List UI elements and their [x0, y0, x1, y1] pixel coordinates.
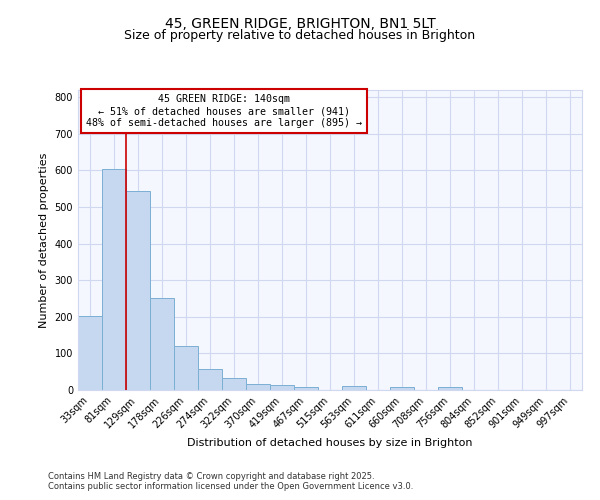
Bar	[126, 192, 150, 390]
Bar	[102, 168, 126, 390]
Bar	[342, 386, 366, 390]
Bar	[270, 385, 294, 390]
Text: 45, GREEN RIDGE, BRIGHTON, BN1 5LT: 45, GREEN RIDGE, BRIGHTON, BN1 5LT	[164, 18, 436, 32]
Bar	[222, 378, 246, 390]
Bar	[198, 369, 222, 390]
Bar	[174, 346, 198, 390]
Text: Contains public sector information licensed under the Open Government Licence v3: Contains public sector information licen…	[48, 482, 413, 491]
Bar	[294, 386, 318, 390]
Bar	[78, 316, 102, 390]
Y-axis label: Number of detached properties: Number of detached properties	[39, 152, 49, 328]
Text: Contains HM Land Registry data © Crown copyright and database right 2025.: Contains HM Land Registry data © Crown c…	[48, 472, 374, 481]
Bar	[438, 388, 462, 390]
Bar	[246, 384, 270, 390]
Text: Size of property relative to detached houses in Brighton: Size of property relative to detached ho…	[124, 28, 476, 42]
Text: 45 GREEN RIDGE: 140sqm
← 51% of detached houses are smaller (941)
48% of semi-de: 45 GREEN RIDGE: 140sqm ← 51% of detached…	[86, 94, 362, 128]
Bar	[390, 388, 414, 390]
Bar	[150, 298, 174, 390]
X-axis label: Distribution of detached houses by size in Brighton: Distribution of detached houses by size …	[187, 438, 473, 448]
